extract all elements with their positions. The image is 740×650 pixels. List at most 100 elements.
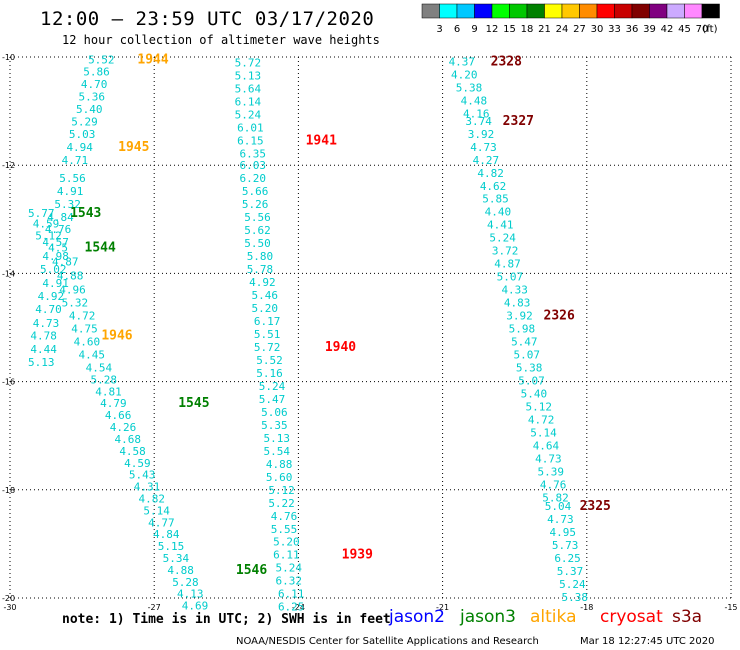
wave-height-value: 5.38 [456,81,483,94]
wave-height-value: 5.20 [252,302,279,315]
wave-height-value: 5.03 [69,128,96,141]
wave-height-value: 4.91 [57,185,84,198]
wave-height-value: 5.72 [235,56,262,69]
wave-height-value: 4.82 [139,492,166,505]
time-label: 1946 [101,329,132,344]
wave-height-value: 4.27 [473,154,500,167]
wave-height-value: 4.83 [504,297,531,310]
wave-height-value: 4.94 [66,141,93,154]
colorbar-label: 15 [503,24,516,35]
x-tick-label: -15 [724,603,737,612]
wave-height-value: 3.72 [492,245,519,258]
wave-height-value: 5.86 [83,66,110,79]
wave-height-value: 4.71 [62,154,89,167]
colorbar-label: 39 [643,24,656,35]
wave-height-value: 4.60 [74,336,101,349]
wave-height-value: 5.52 [88,54,115,67]
wave-height-value: 4.44 [30,343,57,356]
wave-height-value: 5.24 [276,562,303,575]
wave-height-value: 6.35 [239,147,266,160]
wave-height-value: 5.34 [163,552,190,565]
legend-cryosat: cryosat [600,607,663,627]
chart-title: 12:00 – 23:59 UTC 03/17/2020 [40,8,375,30]
wave-height-value: 6.15 [237,134,264,147]
wave-height-value: 4.96 [59,284,86,297]
wave-height-value: 4.76 [45,223,72,236]
wave-height-value: 5.38 [562,591,589,604]
wave-height-value: 4.70 [35,303,62,316]
colorbar-label: 12 [486,24,499,35]
wave-height-value: 4.59 [124,457,151,470]
wave-height-value: 5.28 [90,373,117,386]
x-tick-label: -27 [148,603,161,612]
time-label: 1543 [70,206,101,221]
wave-height-value: 3.74 [465,115,492,128]
time-label: 2326 [544,309,575,324]
wave-height-value: 5.15 [158,540,185,553]
time-label: 1544 [85,240,116,255]
wave-height-value: 5.72 [254,341,281,354]
y-tick-label: -12 [2,161,15,170]
wave-height-value: 6.11 [273,549,300,562]
wave-height-value: 3.92 [468,128,495,141]
wave-height-value: 4.87 [494,258,521,271]
wave-height-value: 5.02 [40,263,67,276]
x-tick-label: -30 [3,603,16,612]
wave-height-value: 6.14 [235,95,262,108]
wave-height-value: 5.36 [78,90,105,103]
colorbar-label: 6 [454,24,460,35]
time-label: 1939 [342,548,373,563]
wave-height-value: 4.20 [451,68,478,81]
time-label: 1944 [137,53,168,68]
wave-height-value: 5.47 [259,393,286,406]
wave-height-value: 4.26 [110,421,137,434]
footer-note: note: 1) Time is in UTC; 2) SWH is in fe… [62,612,391,627]
wave-height-value: 5.24 [235,108,262,121]
wave-height-value: 4.69 [182,600,209,612]
wave-height-value: 4.41 [487,219,514,232]
wave-height-value: 6.03 [239,159,266,172]
wave-height-value: 4.68 [115,433,142,446]
time-label: 2327 [503,114,534,129]
wave-height-value: 5.85 [482,193,509,206]
colorbar-label: 24 [556,24,569,35]
wave-height-value: 5.77 [28,207,55,220]
wave-height-value: 6.17 [254,315,281,328]
wave-height-value: 4.72 [528,413,555,426]
x-tick-label: -18 [580,603,593,612]
wave-height-value: 4.48 [461,94,488,107]
wave-height-value: 6.11 [278,588,305,601]
wave-height-value: 4.87 [52,255,79,268]
wave-height-value: 5.80 [247,250,274,263]
wave-height-value: 5.73 [552,539,579,552]
wave-height-value: 5.04 [545,500,572,513]
wave-height-value: 4.33 [501,284,528,297]
wave-height-value: 5.82 [542,491,569,504]
wave-height-value: 5.14 [530,426,557,439]
colorbar-unit: (ft) [702,24,717,35]
wave-height-value: 6.25 [554,552,581,565]
wave-height-value: 4.40 [485,206,512,219]
wave-height-value: 4.84 [153,528,180,541]
colorbar-label: 42 [661,24,674,35]
colorbar-label: 45 [678,24,691,35]
wave-height-value: 4.88 [266,458,293,471]
wave-height-value: 5.39 [538,465,565,478]
y-tick-label: -10 [2,53,15,62]
wave-height-value: 4.75 [71,323,98,336]
wave-height-value: 5.14 [143,504,170,517]
time-label: 2328 [491,54,522,69]
wave-height-value: 4.76 [271,510,298,523]
wave-height-value: 4.88 [167,564,194,577]
wave-height-value: 5.07 [497,271,524,284]
legend-s3a: s3a [672,607,703,627]
wave-height-value: 5.22 [268,497,295,510]
wave-height-value: 5.35 [261,419,288,432]
wave-height-value: 5.62 [244,224,271,237]
wave-height-value: 5.20 [273,536,300,549]
wave-height-value: 5.16 [256,367,283,380]
wave-height-value: 5.24 [559,578,586,591]
time-label: 2325 [580,499,611,514]
colorbar-label: 30 [591,24,604,35]
wave-height-value: 4.95 [550,526,577,539]
